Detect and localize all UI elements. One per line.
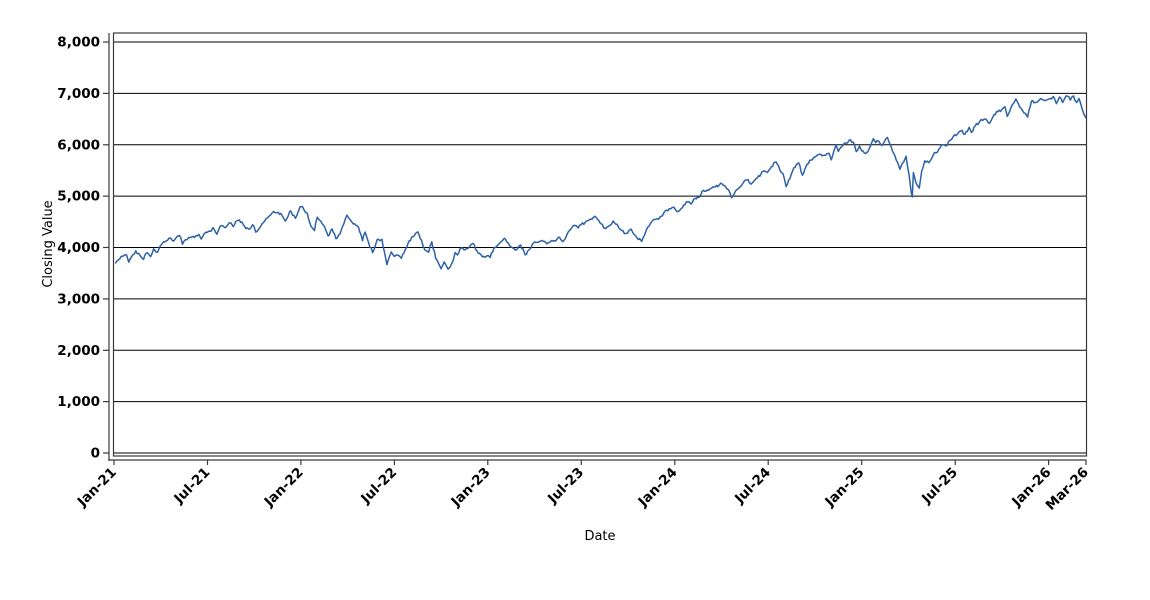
x-tick-label: Jul-23 [544,465,587,508]
x-tick-label: Jul-25 [918,465,961,508]
y-tick-label: 6,000 [57,137,100,153]
x-axis-title: Date [584,529,615,544]
y-tick-label: 2,000 [57,343,100,359]
y-tick-label: 3,000 [57,291,100,307]
x-tick-label: Jan-21 [74,465,120,511]
x-tick-label: Jul-22 [357,465,400,508]
y-axis-title: Closing Value [41,200,56,287]
y-tick-label: 8,000 [57,35,100,51]
x-tick-label: Jan-25 [821,465,867,511]
closing-value-line [114,95,1087,270]
price-line-series [114,95,1087,270]
x-tick-label: Jan-24 [635,465,681,511]
plot-border [112,32,1088,457]
x-tick-label: Jan-22 [261,465,307,511]
y-tick-label: 7,000 [57,86,100,102]
y-tick-label: 4,000 [57,240,100,256]
x-tick-label: Jul-24 [731,465,774,508]
y-tick-label: 0 [91,446,100,462]
x-tick-label: Jan-23 [448,465,494,511]
y-tick-label: 5,000 [57,189,100,205]
tick-marks-and-labels: 0 1,000 2,000 3,000 4,000 5,000 6,000 7,000 8,00… [57,35,1092,514]
y-tick-label: 1,000 [57,394,100,410]
gridlines [113,41,1087,454]
x-tick-label: Jul-21 [170,465,213,508]
